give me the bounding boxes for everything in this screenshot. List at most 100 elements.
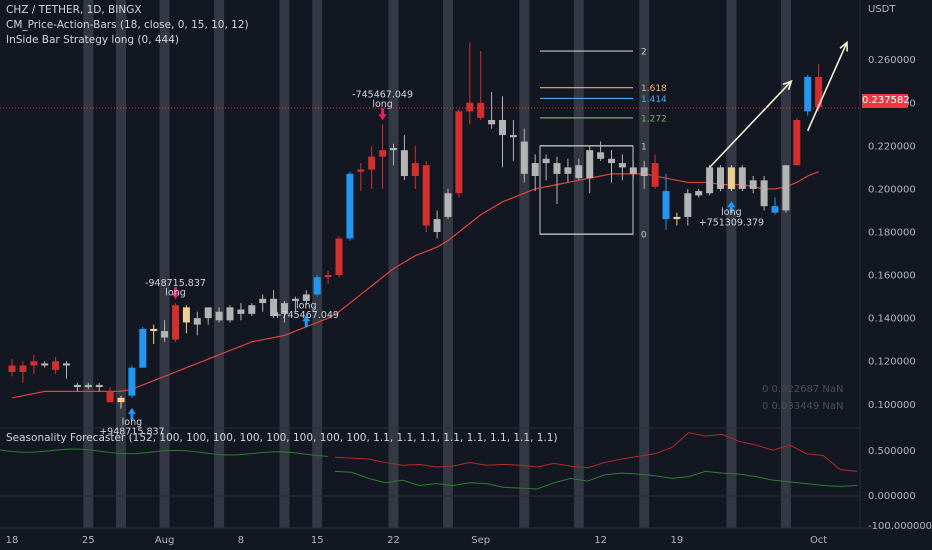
candle-body	[215, 311, 223, 321]
candle-body	[193, 318, 201, 325]
candle-body	[204, 307, 212, 319]
symbol-title[interactable]: CHZ / TETHER, 1D, BINGX	[6, 4, 142, 16]
candle-body	[368, 156, 376, 170]
candle-body	[30, 361, 38, 366]
candle-body	[618, 163, 626, 168]
trade-label: long	[165, 288, 186, 299]
candle-body	[259, 298, 267, 304]
trade-label: +948715.837	[99, 426, 164, 437]
candle-body	[433, 219, 441, 232]
highlight-bands	[83, 0, 791, 528]
candle-body	[237, 309, 245, 314]
fib-level-label: 1.414	[641, 95, 667, 105]
price-tick-label: 0.160000	[868, 271, 916, 282]
highlight-band	[214, 0, 225, 528]
candlestick-series	[8, 42, 823, 409]
candle-body	[564, 167, 572, 174]
candle-body	[270, 298, 278, 316]
seasonality-red-line	[334, 432, 858, 472]
highlight-band	[726, 0, 737, 528]
time-tick-label: 22	[387, 535, 400, 546]
candle-body	[172, 305, 179, 340]
candle-body	[313, 277, 321, 295]
price-axis: 0.2600000.2400000.2200000.2000000.180000…	[868, 55, 916, 411]
highlight-band	[83, 0, 94, 528]
highlight-band	[443, 0, 453, 528]
seasonality-tick-label: 0.500000	[868, 446, 916, 457]
trade-label: long	[721, 207, 742, 218]
candle-body	[390, 148, 397, 151]
price-gridlines	[0, 0, 932, 529]
candle-body	[291, 298, 299, 301]
current-price-badge: 0.237582	[862, 94, 910, 108]
candle-body	[640, 167, 648, 176]
indicator-legend-seasonality[interactable]: Seasonality Forecaster (152, 100, 100, 1…	[6, 432, 558, 444]
projection-arrow-1	[709, 80, 792, 168]
candle-body	[804, 76, 812, 112]
candle-body	[41, 363, 49, 366]
time-tick-label: 15	[311, 535, 324, 546]
candle-body	[302, 294, 310, 301]
long-exit-arrow	[378, 108, 387, 121]
seasonality-history-line	[0, 448, 328, 457]
candle-body	[575, 165, 583, 179]
candle-body	[542, 158, 550, 164]
time-tick-label: Aug	[155, 535, 175, 546]
candle-body	[586, 150, 594, 179]
candle-body	[379, 150, 387, 157]
projection-arrow-2-head	[839, 40, 849, 52]
seasonality-tick-label: 0.000000	[868, 491, 916, 502]
price-tick-label: 0.120000	[868, 357, 916, 368]
trade-label: long	[122, 417, 143, 428]
time-tick-label: Sep	[471, 535, 490, 546]
time-tick-label: 12	[594, 535, 607, 546]
time-tick-label: 25	[82, 535, 95, 546]
fib-level-label: 1.272	[641, 114, 667, 124]
price-tick-label: 0.100000	[868, 400, 916, 411]
candle-body	[150, 328, 158, 332]
trade-markers	[127, 108, 736, 420]
candle-body	[400, 150, 408, 176]
candle-body	[106, 391, 114, 403]
candle-body	[8, 365, 16, 372]
candle-body	[509, 135, 517, 138]
candle-body	[117, 397, 125, 403]
highlight-band	[116, 0, 126, 528]
candle-body	[815, 76, 823, 108]
candle-body	[324, 275, 332, 278]
candle-body	[95, 384, 103, 388]
candle-body	[335, 238, 343, 276]
candle-body	[422, 165, 430, 226]
fib-base-box	[539, 145, 634, 235]
trade-label: +751309.379	[699, 218, 764, 229]
price-tick-label: 0.260000	[868, 55, 916, 66]
indicator-legend-inside-bar[interactable]: InSide Bar Strategy long (0, 444)	[6, 34, 180, 46]
fib-level-label: 1	[641, 142, 647, 152]
candle-body	[717, 167, 724, 189]
projection-arrows	[709, 40, 849, 168]
candle-body	[629, 167, 637, 174]
long-exit-arrow	[171, 287, 180, 300]
candle-body	[128, 367, 136, 396]
candle-body	[226, 307, 234, 321]
candle-body	[444, 193, 452, 217]
price-axis-unit: USDT	[868, 4, 896, 15]
fib-level-label: 1.618	[641, 84, 667, 94]
candle-body	[488, 120, 496, 125]
highlight-band	[312, 0, 323, 528]
candle-body	[673, 216, 681, 220]
candle-body	[248, 305, 256, 314]
candle-body	[281, 303, 288, 314]
fib-level-label: 2	[641, 48, 647, 58]
candle-body	[727, 167, 735, 189]
time-tick-label: 18	[6, 535, 19, 546]
highlight-band	[279, 0, 290, 528]
candle-body	[782, 165, 790, 211]
stats-row-1: 0 0.022687 NaN	[762, 384, 844, 395]
long-entry-arrow	[302, 315, 311, 328]
seasonality-tick-label: -100.000000	[868, 521, 932, 532]
indicator-legend-price-action[interactable]: CM_Price-Action-Bars (18, close, 0, 15, …	[6, 19, 249, 31]
candle-body	[411, 163, 419, 176]
candle-body	[63, 363, 70, 366]
